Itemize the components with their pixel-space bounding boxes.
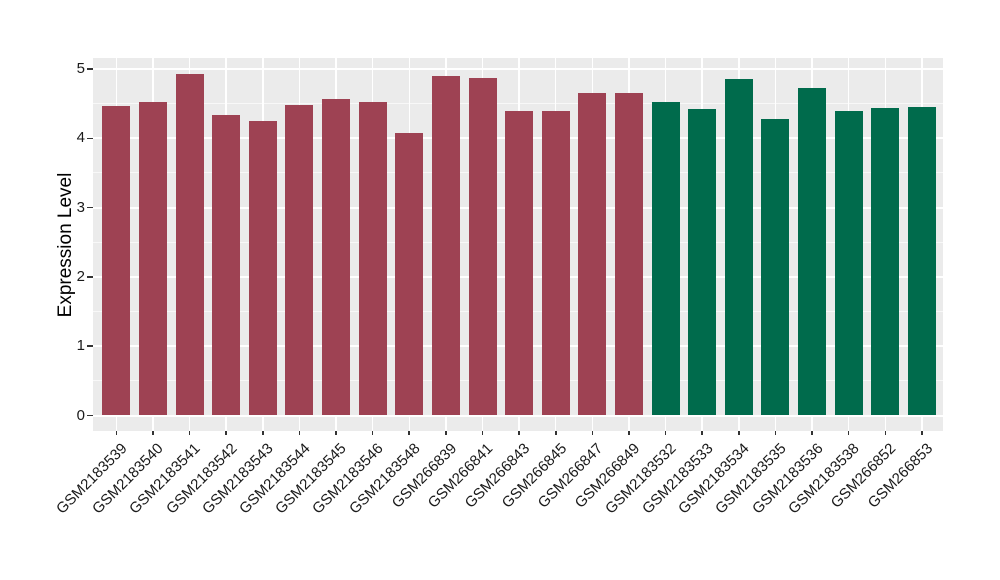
bar [871,107,900,416]
x-tick-mark [884,431,887,435]
x-tick-mark [664,431,667,435]
major-gridline [93,68,943,70]
bar [212,114,241,416]
x-tick-mark [738,431,740,435]
x-tick-mark [225,431,227,435]
x-tick-mark [554,431,557,435]
x-tick-mark [628,431,630,435]
x-tick-mark [408,431,411,435]
bar [578,92,607,416]
x-tick-mark [481,431,484,435]
y-tick-label: 2 [76,267,85,285]
y-tick-label: 1 [76,337,85,355]
bar [651,102,680,416]
x-tick-mark [774,431,777,435]
bar [761,118,790,416]
y-tick-label: 0 [76,406,85,424]
x-tick-mark [152,431,154,435]
bar [724,78,753,416]
bar [175,73,204,416]
bar [102,105,131,416]
x-tick-mark [811,431,813,435]
y-tick-mark [87,414,93,417]
y-tick-mark [87,137,93,140]
x-tick-mark [188,431,191,435]
bar [138,102,167,416]
y-tick-mark [87,68,93,70]
bar [505,110,534,416]
x-tick-mark [591,431,594,435]
bar [614,93,643,416]
bar [395,132,424,416]
major-gridline [93,414,943,417]
y-tick-mark [87,206,93,209]
bar [358,102,387,416]
bar [322,99,351,416]
y-tick-label: 5 [76,60,85,77]
x-tick-mark [445,431,447,435]
x-tick-mark [921,431,923,435]
x-tick-mark [371,431,374,435]
x-tick-mark [847,431,850,435]
y-tick-label: 3 [76,198,85,216]
y-axis-title: Expression Level [55,172,76,318]
bar [907,107,936,416]
x-tick-mark [115,431,118,435]
bar [431,75,460,416]
x-tick-mark [701,431,703,435]
plot-panel [93,58,943,431]
bar [468,78,497,416]
bar [688,109,717,416]
y-tick-mark [87,276,93,278]
minor-gridline [93,103,943,105]
bar [541,110,570,416]
y-tick-mark [87,345,93,347]
y-tick-label: 4 [76,129,85,147]
x-tick-mark [518,431,520,435]
x-tick-mark [335,431,337,435]
bar [248,120,277,416]
bar [834,110,863,416]
x-tick-mark [261,431,264,435]
bar [285,105,314,416]
bar [798,88,827,416]
x-tick-mark [298,431,301,435]
